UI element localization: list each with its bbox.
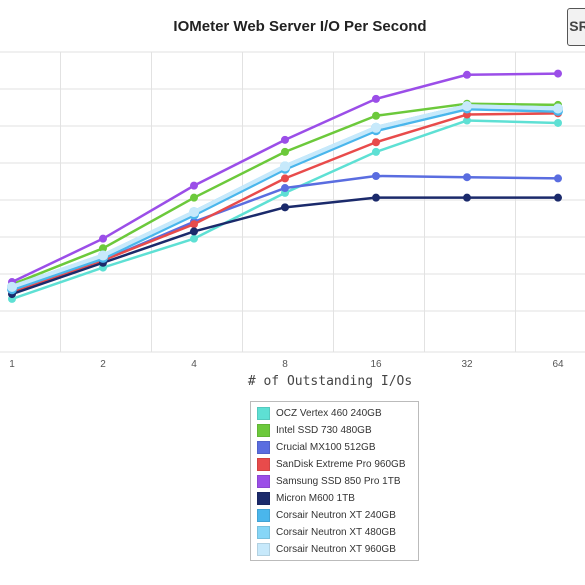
data-point: [372, 94, 380, 103]
data-point: [99, 234, 107, 243]
data-point: [371, 122, 381, 133]
chart-title: IOMeter Web Server I/O Per Second: [173, 18, 427, 35]
legend-item[interactable]: Corsair Neutron XT 960GB: [257, 541, 412, 558]
data-point: [554, 69, 562, 78]
data-point: [462, 101, 472, 112]
legend-label: Samsung SSD 850 Pro 1TB: [276, 476, 401, 487]
legend-label: SanDisk Extreme Pro 960GB: [276, 459, 406, 470]
data-point: [372, 193, 380, 202]
x-tick-label: 16: [370, 359, 382, 370]
series-3: [8, 171, 562, 294]
legend-item[interactable]: Intel SSD 730 480GB: [257, 422, 412, 439]
data-point: [190, 181, 198, 190]
data-point: [372, 147, 380, 156]
data-point: [372, 111, 380, 120]
x-axis-label: # of Outstanding I/Os: [247, 374, 413, 389]
data-point: [99, 244, 107, 253]
legend-swatch: [257, 509, 270, 522]
legend-item[interactable]: SanDisk Extreme Pro 960GB: [257, 456, 412, 473]
series-6: [8, 193, 562, 299]
legend-swatch: [257, 543, 270, 556]
legend-label: Corsair Neutron XT 480GB: [276, 527, 396, 538]
data-point: [190, 227, 198, 236]
site-logo: SR: [567, 8, 585, 46]
data-point: [190, 234, 198, 243]
x-tick-label: 8: [282, 359, 288, 370]
legend-swatch: [257, 407, 270, 420]
data-point: [554, 193, 562, 202]
series-9: [7, 101, 563, 292]
data-point: [98, 250, 108, 261]
data-point: [372, 171, 380, 180]
x-tick-label: 2: [100, 359, 106, 370]
legend-label: Intel SSD 730 480GB: [276, 425, 372, 436]
legend-swatch: [257, 492, 270, 505]
legend-swatch: [257, 458, 270, 471]
data-point: [189, 207, 199, 218]
x-tick-label: 4: [191, 359, 197, 370]
data-point: [281, 184, 289, 193]
data-point: [7, 281, 17, 292]
legend-label: Crucial MX100 512GB: [276, 442, 376, 453]
legend-label: Micron M600 1TB: [276, 493, 355, 504]
data-point: [190, 193, 198, 202]
data-point: [554, 118, 562, 127]
legend-item[interactable]: OCZ Vertex 460 240GB: [257, 405, 412, 422]
legend-item[interactable]: Corsair Neutron XT 240GB: [257, 507, 412, 524]
legend-swatch: [257, 441, 270, 454]
data-point: [281, 147, 289, 156]
data-point: [463, 193, 471, 202]
legend-swatch: [257, 424, 270, 437]
series-5: [8, 69, 562, 287]
data-point: [463, 173, 471, 182]
legend-item[interactable]: Corsair Neutron XT 480GB: [257, 524, 412, 541]
legend-swatch: [257, 526, 270, 539]
x-tick-labels: 1 2 4 8 16 32 64: [9, 359, 564, 370]
legend-label: OCZ Vertex 460 240GB: [276, 408, 382, 419]
data-point: [281, 174, 289, 183]
legend-label: Corsair Neutron XT 240GB: [276, 510, 396, 521]
data-point: [553, 103, 563, 114]
x-tick-label: 32: [461, 359, 473, 370]
series-line: [11, 196, 558, 296]
legend-item[interactable]: Samsung SSD 850 Pro 1TB: [257, 473, 412, 490]
legend-item[interactable]: Micron M600 1TB: [257, 490, 412, 507]
data-point: [280, 161, 290, 172]
data-point: [463, 116, 471, 125]
x-tick-label: 1: [9, 359, 15, 370]
data-point: [372, 138, 380, 147]
legend-swatch: [257, 475, 270, 488]
data-point: [463, 70, 471, 79]
chart-legend: OCZ Vertex 460 240GB Intel SSD 730 480GB C…: [250, 401, 419, 561]
data-point: [281, 203, 289, 212]
grid-lines: [0, 51, 585, 353]
chart-plot-area: 1 2 4 8 16 32 64: [0, 51, 585, 370]
legend-label: Corsair Neutron XT 960GB: [276, 544, 396, 555]
x-tick-label: 64: [552, 359, 564, 370]
data-point: [554, 174, 562, 183]
legend-item[interactable]: Crucial MX100 512GB: [257, 439, 412, 456]
data-point: [281, 135, 289, 144]
data-point: [190, 220, 198, 229]
